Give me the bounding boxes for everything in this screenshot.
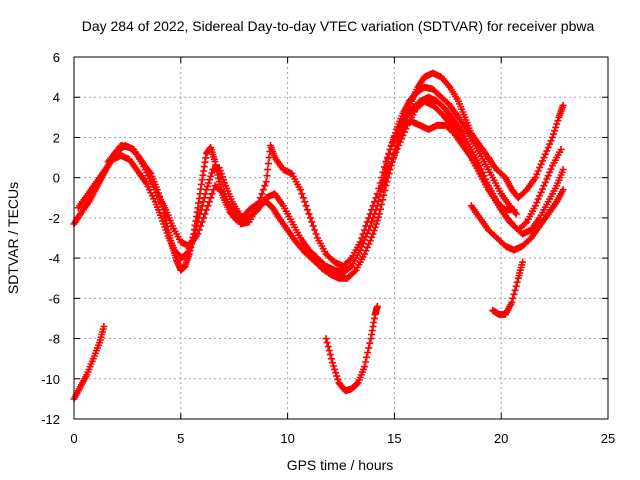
data-point-markers xyxy=(493,101,567,202)
data-point-markers xyxy=(489,258,527,318)
data-point-markers xyxy=(467,186,567,254)
series-arc-8 xyxy=(70,323,108,403)
series-arc-10 xyxy=(489,258,527,318)
x-axis-title: GPS time / hours xyxy=(287,457,394,473)
y-tick-label: -12 xyxy=(41,412,60,427)
tick-labels: 0 5 10 15 20 25 -12 -10 -8 -6 -4 -2 0 2 4 6 xyxy=(41,50,615,446)
data-point-markers xyxy=(104,117,518,270)
x-tick-label: 15 xyxy=(387,431,401,446)
y-tick-label: -6 xyxy=(48,291,60,306)
y-tick-label: -8 xyxy=(48,332,60,347)
y-tick-label: 0 xyxy=(53,171,60,186)
x-tick-label: 25 xyxy=(601,431,615,446)
data-point-markers xyxy=(74,83,520,276)
series-arc-2 xyxy=(74,83,520,276)
series-arc-7 xyxy=(493,101,567,202)
series-arc-5 xyxy=(390,93,567,238)
y-tick-label: 6 xyxy=(53,50,60,65)
plot-border xyxy=(73,56,609,420)
data-point-markers xyxy=(322,302,381,395)
data-markers xyxy=(70,69,567,403)
x-tick-label: 20 xyxy=(494,431,508,446)
series-arc-6 xyxy=(467,186,567,254)
y-tick-label: -10 xyxy=(41,372,60,387)
y-tick-label: 4 xyxy=(53,90,60,105)
data-point-markers xyxy=(70,323,108,403)
x-tick-label: 0 xyxy=(70,431,77,446)
y-tick-label: -2 xyxy=(48,211,60,226)
x-tick-label: 5 xyxy=(177,431,184,446)
y-tick-label: 2 xyxy=(53,130,60,145)
y-axis-title: SDTVAR / TECUs xyxy=(5,182,21,294)
series-arc-3 xyxy=(104,117,518,270)
series-arc-9 xyxy=(322,302,381,395)
x-tick-label: 10 xyxy=(280,431,294,446)
data-point-markers xyxy=(390,93,567,238)
chart-title: Day 284 of 2022, Sidereal Day-to-day VTE… xyxy=(82,18,595,34)
y-tick-label: -4 xyxy=(48,251,60,266)
